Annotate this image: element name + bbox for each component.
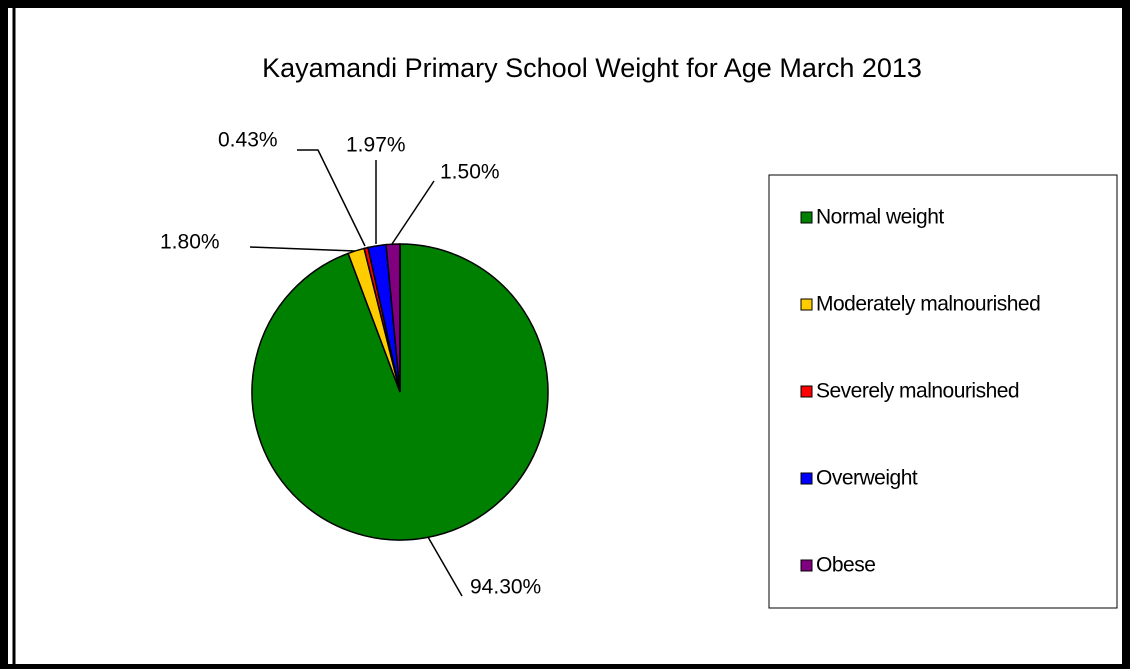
leader-line xyxy=(297,149,366,247)
chart-title: Kayamandi Primary School Weight for Age … xyxy=(262,53,922,83)
legend-swatch xyxy=(800,211,813,224)
leader-line xyxy=(391,180,435,245)
data-label: 1.80% xyxy=(160,231,220,254)
legend-label: Overweight xyxy=(816,467,918,490)
legend-box xyxy=(768,174,1118,609)
legend-label: Normal weight xyxy=(816,206,944,229)
legend-swatch xyxy=(800,559,813,572)
legend-label: Obese xyxy=(816,554,875,577)
leader-line xyxy=(427,536,463,597)
data-label: 0.43% xyxy=(218,129,278,152)
data-label: 1.97% xyxy=(346,134,406,157)
pie-slice xyxy=(385,243,401,393)
legend-swatch xyxy=(800,385,813,398)
legend-label: Severely malnourished xyxy=(816,380,1019,403)
legend-swatch xyxy=(800,298,813,311)
legend-label: Moderately malnourished xyxy=(816,293,1040,316)
leader-line xyxy=(249,246,356,252)
legend-swatch xyxy=(800,472,813,485)
data-label: 94.30% xyxy=(470,576,541,599)
data-label: 1.50% xyxy=(440,161,500,184)
